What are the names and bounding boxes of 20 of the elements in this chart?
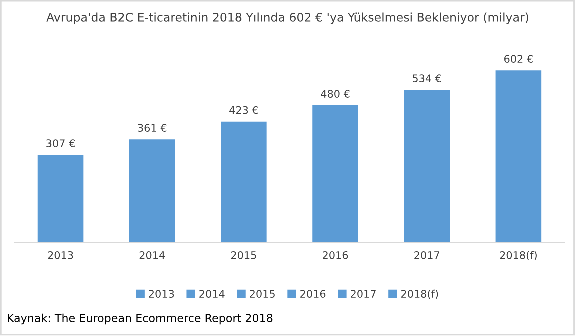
legend-label: 2013 bbox=[149, 290, 174, 298]
legend-label: 2017 bbox=[351, 290, 376, 298]
data-label: 534 € bbox=[413, 74, 442, 83]
data-label: 602 € bbox=[504, 55, 533, 64]
x-tick-label: 2016 bbox=[323, 251, 348, 260]
data-label: 361 € bbox=[138, 124, 167, 132]
legend-label: 2014 bbox=[200, 290, 225, 298]
data-label: 423 € bbox=[230, 106, 258, 114]
x-tick-label: 2015 bbox=[231, 251, 256, 260]
chart-title: Avrupa'da B2C E-ticaretinin 2018 Yılında 602 € 'ya Yükselmesi Bekleniyor (milyar) bbox=[46, 12, 528, 24]
text: Kaynak: The European Ecommerce Report 2018 bbox=[8, 314, 273, 325]
x-tick-label: 2018(f) bbox=[500, 251, 537, 261]
data-label: 307 € bbox=[46, 140, 75, 148]
legend-label: 2016 bbox=[300, 290, 326, 298]
legend-label: 2015 bbox=[250, 290, 275, 298]
x-tick-label: 2014 bbox=[140, 251, 166, 260]
legend-label: 2018(f) bbox=[402, 290, 438, 300]
x-tick-label: 2017 bbox=[414, 251, 440, 260]
x-tick-label: 2013 bbox=[48, 251, 74, 260]
data-label: 480 € bbox=[321, 90, 350, 98]
